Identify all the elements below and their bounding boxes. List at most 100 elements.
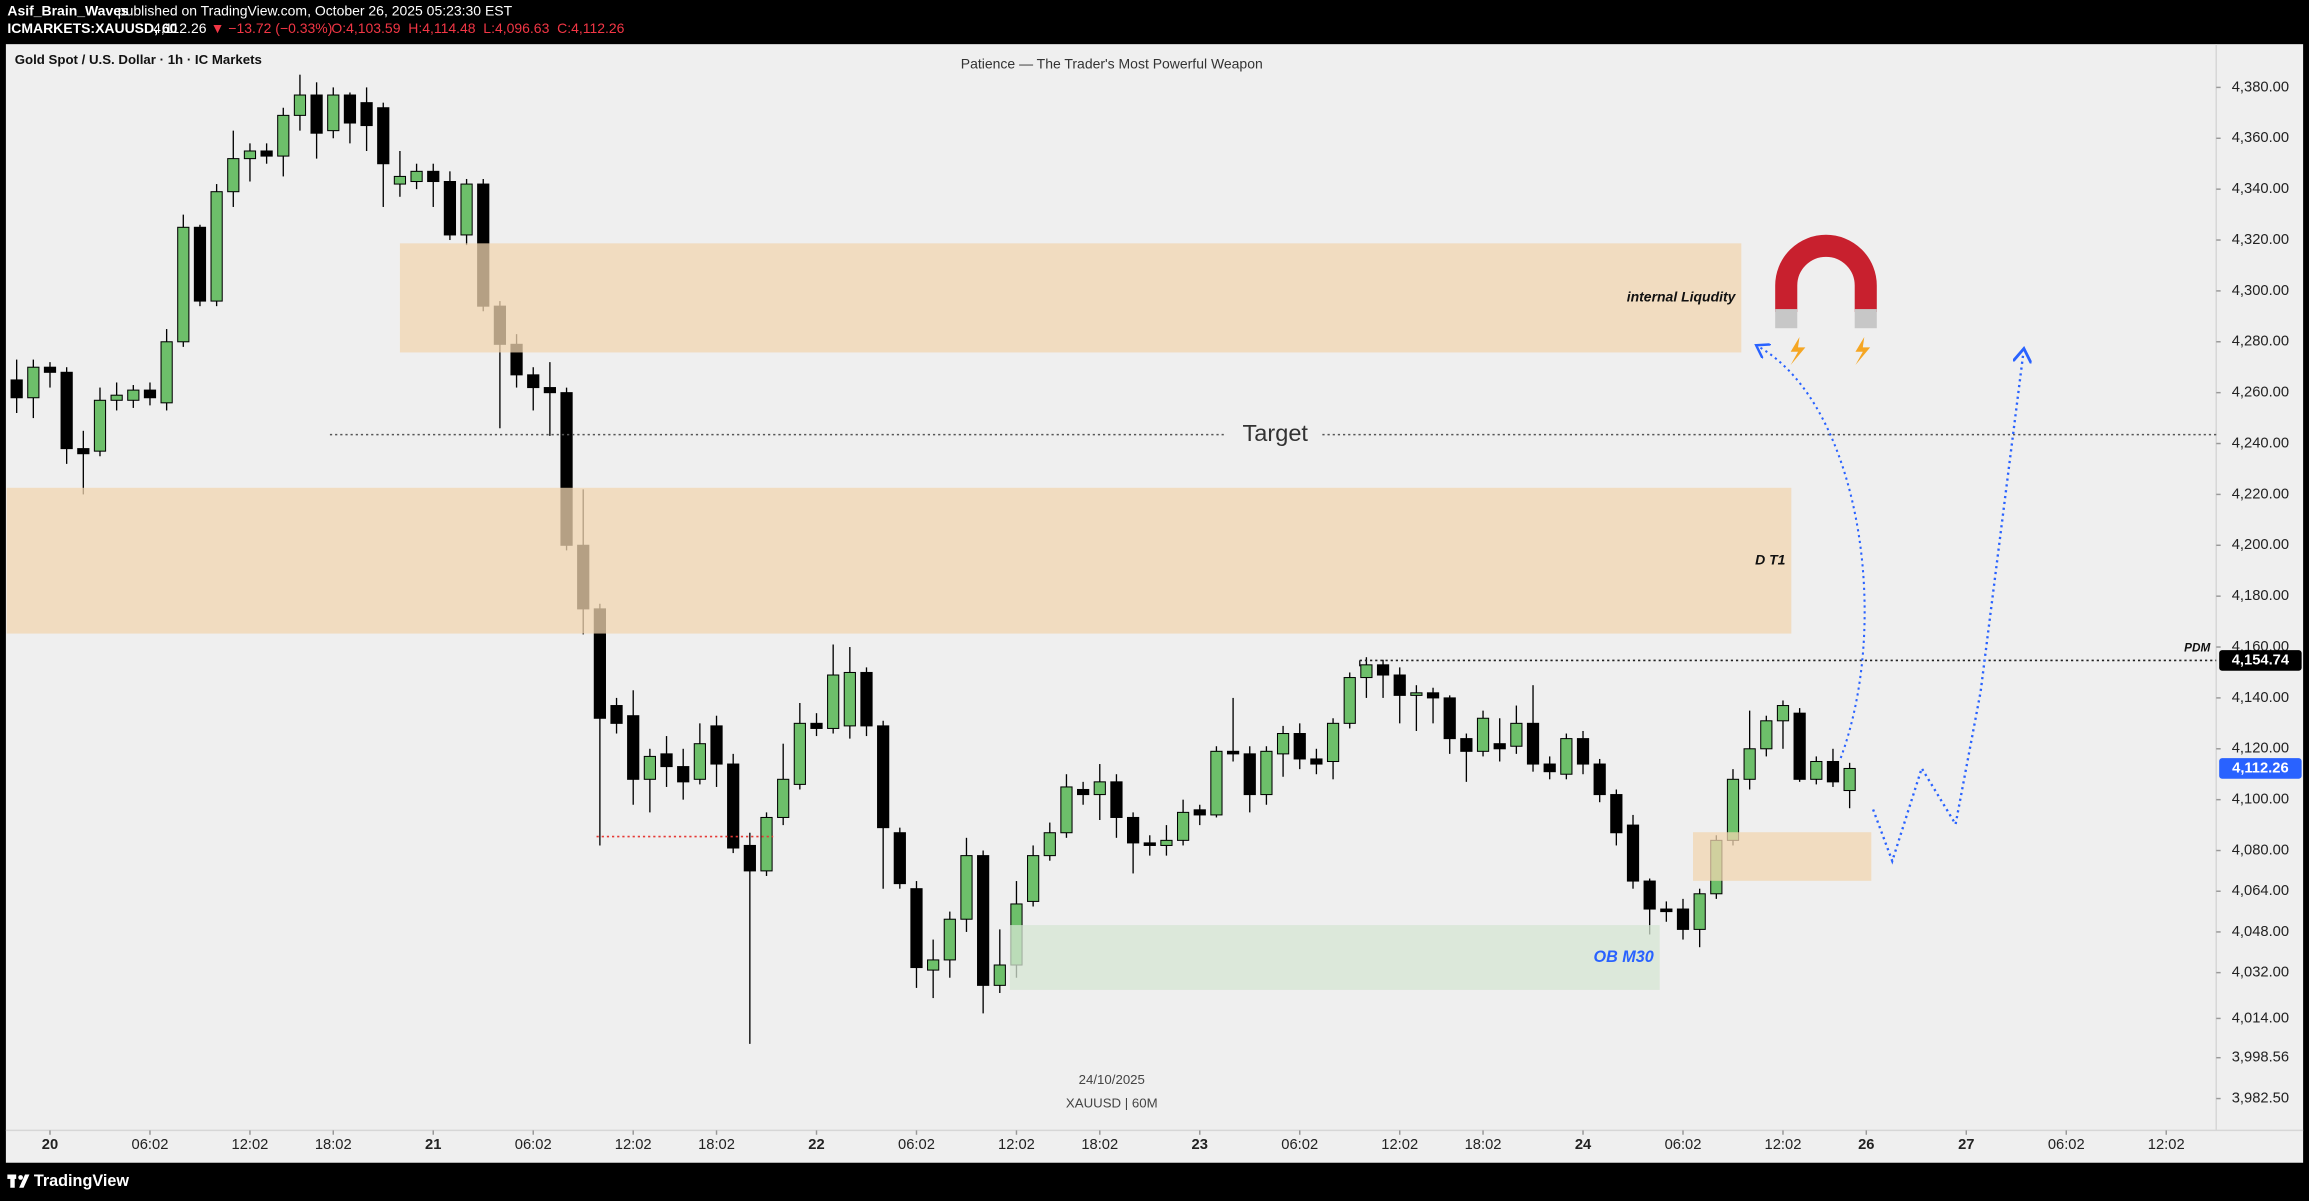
author: Asif_Brain_Waves xyxy=(7,2,129,18)
candle-body xyxy=(1260,750,1273,796)
y-tick-label: 4,200.00 xyxy=(2232,537,2289,553)
x-tick-label: 18:02 xyxy=(698,1137,735,1153)
candle-body xyxy=(1376,664,1390,676)
x-tick-label: 06:02 xyxy=(1665,1137,1702,1153)
candle-body xyxy=(660,753,673,768)
candle-body xyxy=(877,725,890,829)
candle-body xyxy=(743,844,756,872)
last-price-label: 4,112.26 xyxy=(2232,760,2288,776)
chart-title: Patience — The Trader's Most Powerful We… xyxy=(961,55,1263,71)
zone xyxy=(399,243,1742,353)
candle-body xyxy=(827,674,840,729)
candle-body xyxy=(27,366,40,399)
candle-body xyxy=(1310,758,1323,765)
candle-body xyxy=(643,755,656,780)
candle-body xyxy=(410,170,423,183)
zone xyxy=(1692,832,1872,881)
candle-body xyxy=(193,226,207,302)
candle-body xyxy=(1493,743,1506,750)
zone-label: OB M30 xyxy=(1593,948,1653,966)
candle-body xyxy=(1093,781,1106,796)
x-tick-label: 18:02 xyxy=(1465,1137,1502,1153)
y-tick-label: 4,080.00 xyxy=(2232,842,2289,858)
candle-body xyxy=(460,183,473,236)
y-tick-label: 4,048.00 xyxy=(2232,924,2289,940)
candle-body xyxy=(1043,832,1056,857)
zone xyxy=(1009,925,1660,990)
x-tick-label: 24 xyxy=(1575,1137,1592,1153)
candle-body xyxy=(1626,824,1640,882)
candle-body xyxy=(927,959,940,971)
candle-body xyxy=(1293,733,1306,760)
candle-body xyxy=(93,399,107,452)
x-tick-label: 27 xyxy=(1958,1137,1974,1153)
change: ▼ −13.72 (−0.33%) xyxy=(211,20,333,36)
candle-body xyxy=(310,94,323,134)
y-tick-label: 4,240.00 xyxy=(2232,435,2289,451)
x-tick-label: 12:02 xyxy=(1381,1137,1418,1153)
candle-body xyxy=(1743,748,1756,780)
x-tick-label: 26 xyxy=(1858,1137,1874,1153)
x-tick-label: 12:02 xyxy=(998,1137,1035,1153)
x-tick-label: 06:02 xyxy=(2048,1137,2085,1153)
candle-body xyxy=(427,170,440,183)
candle-body xyxy=(260,150,273,157)
footer-brand: TradingView xyxy=(34,1172,129,1190)
last-price-tag xyxy=(2219,758,2302,779)
candle-body xyxy=(1110,781,1123,818)
projection-arrow xyxy=(1760,347,1866,759)
y-tick-label: 4,064.00 xyxy=(2232,883,2289,899)
candle-body xyxy=(60,371,73,450)
candle-body xyxy=(1460,738,1473,752)
candle-body xyxy=(1176,811,1190,841)
zone-label: D T1 xyxy=(1755,551,1786,567)
candle-body xyxy=(960,855,973,920)
candle-body xyxy=(727,763,740,849)
x-tick-label: 23 xyxy=(1192,1137,1208,1153)
x-tick-label: 06:02 xyxy=(515,1137,552,1153)
candle-body xyxy=(77,448,90,455)
candle-body xyxy=(360,102,373,127)
price-tag-label: 4,154.74 xyxy=(2232,652,2290,668)
candle-body xyxy=(243,150,257,160)
candle-body xyxy=(293,94,307,116)
y-tick-label: 4,300.00 xyxy=(2232,283,2289,299)
candle-body xyxy=(1843,767,1856,792)
candle-body xyxy=(627,715,640,780)
candle-body xyxy=(760,816,773,872)
y-tick-label: 4,140.00 xyxy=(2232,690,2289,706)
candle-body xyxy=(393,175,407,185)
y-tick-label: 4,340.00 xyxy=(2232,181,2289,197)
candle-body xyxy=(43,366,57,373)
zone-label: internal Liqudity xyxy=(1627,289,1737,305)
zone xyxy=(6,487,1792,634)
candle-body xyxy=(1126,816,1140,844)
candle-body xyxy=(1676,908,1690,930)
candle-body xyxy=(1410,692,1423,696)
plot: 4,380.00 4,360.00 4,340.00 4,320.00 4,300.00… xyxy=(6,74,2302,1153)
candle-body xyxy=(1193,809,1206,816)
x-tick-label: 12:02 xyxy=(232,1137,269,1153)
y-tick-label: 4,100.00 xyxy=(2232,792,2289,808)
candle-body xyxy=(1593,763,1606,796)
candle-body xyxy=(1343,677,1356,724)
candle-body xyxy=(893,832,906,885)
candle-body xyxy=(277,114,290,157)
candle-body xyxy=(1143,842,1156,846)
symbol: ICMARKETS:XAUUSD, 60 xyxy=(7,20,177,36)
candle-body xyxy=(543,387,557,394)
candle-body xyxy=(343,94,357,124)
candle-body xyxy=(610,705,623,724)
candle-body xyxy=(1826,760,1840,783)
candle-body xyxy=(1027,855,1040,902)
y-tick-label: 4,380.00 xyxy=(2232,79,2289,95)
x-tick-label: 12:02 xyxy=(1765,1137,1802,1153)
x-tick-label: 06:02 xyxy=(898,1137,935,1153)
magnet-icon xyxy=(1775,234,1877,366)
candle-body xyxy=(1393,674,1406,696)
candle-body xyxy=(677,766,690,783)
candle-body xyxy=(1360,664,1373,679)
candle-body xyxy=(1610,794,1623,834)
candle-body xyxy=(843,671,856,727)
